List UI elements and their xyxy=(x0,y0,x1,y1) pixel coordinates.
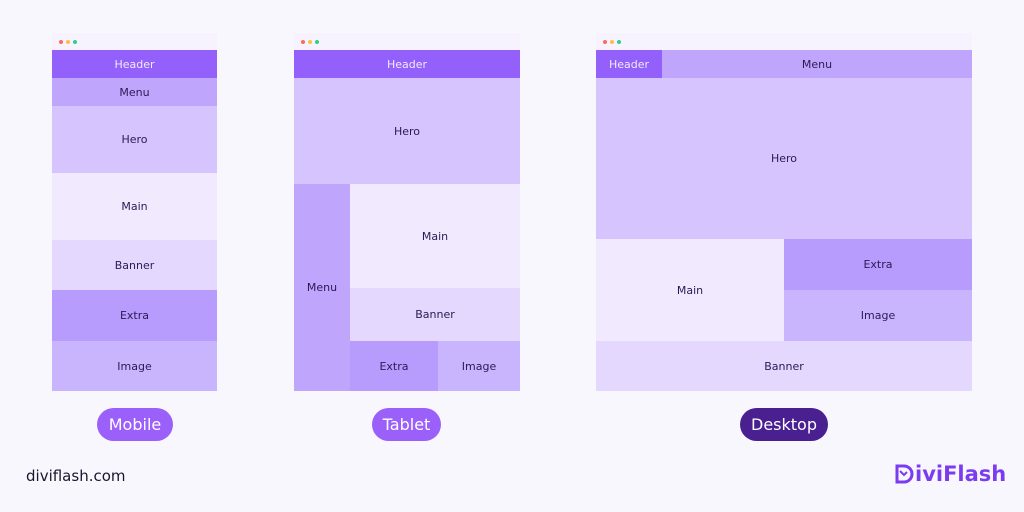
site-url: diviflash.com xyxy=(26,467,126,485)
logo-d-icon xyxy=(895,464,914,484)
header-block: Header xyxy=(52,50,217,78)
window-bar xyxy=(596,33,972,50)
minimize-dot-icon xyxy=(308,40,312,44)
tablet-frame: Header Hero Menu Main Banner Extra Image xyxy=(294,33,520,391)
banner-block: Banner xyxy=(52,240,217,290)
close-dot-icon xyxy=(301,40,305,44)
image-block: Image xyxy=(784,290,972,341)
extra-block: Extra xyxy=(784,239,972,290)
desktop-label: Desktop xyxy=(740,408,828,441)
menu-block: Menu xyxy=(662,50,972,78)
desktop-frame: Header Menu Hero Main Extra Image Banner xyxy=(596,33,972,391)
hero-block: Hero xyxy=(294,78,520,184)
image-block: Image xyxy=(52,341,217,391)
close-dot-icon xyxy=(59,40,63,44)
diviflash-logo: iviFlash xyxy=(895,462,1006,486)
main-block: Main xyxy=(596,239,784,341)
logo-text: iviFlash xyxy=(915,462,1007,486)
maximize-dot-icon xyxy=(73,40,77,44)
header-block: Header xyxy=(294,50,520,78)
minimize-dot-icon xyxy=(610,40,614,44)
banner-block: Banner xyxy=(350,288,520,341)
header-block: Header xyxy=(596,50,662,78)
maximize-dot-icon xyxy=(315,40,319,44)
menu-block: Menu xyxy=(52,78,217,106)
tablet-label: Tablet xyxy=(372,408,441,441)
minimize-dot-icon xyxy=(66,40,70,44)
extra-block: Extra xyxy=(350,341,438,391)
image-block: Image xyxy=(438,341,520,391)
hero-block: Hero xyxy=(52,106,217,173)
window-bar xyxy=(294,33,520,50)
window-bar xyxy=(52,33,217,50)
hero-block: Hero xyxy=(596,78,972,239)
main-block: Main xyxy=(350,184,520,288)
mobile-label: Mobile xyxy=(97,408,173,441)
main-block: Main xyxy=(52,173,217,240)
mobile-frame: Header Menu Hero Main Banner Extra Image xyxy=(52,33,217,391)
banner-block: Banner xyxy=(596,341,972,391)
extra-block: Extra xyxy=(52,290,217,341)
close-dot-icon xyxy=(603,40,607,44)
maximize-dot-icon xyxy=(617,40,621,44)
menu-block: Menu xyxy=(294,184,350,391)
